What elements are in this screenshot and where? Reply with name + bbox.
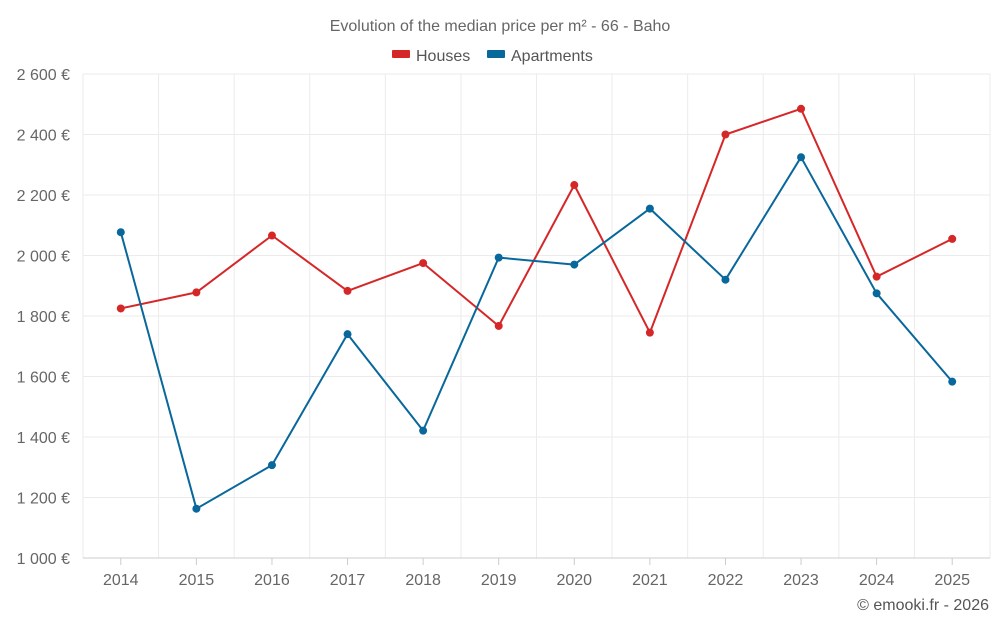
legend-label-apartments[interactable]: Apartments (511, 48, 593, 65)
x-axis: 2014 2015 2016 2017 2018 2019 2020 2021 2022 2023… (83, 557, 990, 589)
legend-swatch-houses (392, 50, 410, 58)
chart-title: Evolution of the median price per m² - 6… (330, 18, 671, 35)
data-point-houses (948, 234, 957, 243)
x-tick-label: 2019 (481, 572, 517, 589)
data-point-apartments (116, 228, 125, 237)
data-point-houses (494, 321, 503, 330)
series-line-apartments (119, 156, 953, 510)
y-tick-label: 1 000 € (17, 551, 70, 568)
x-tick-label: 2014 (103, 572, 139, 589)
y-tick-label: 1 200 € (17, 491, 70, 508)
data-point-houses (721, 130, 730, 139)
legend-swatch-apartments (487, 50, 505, 58)
data-point-apartments (721, 275, 730, 284)
data-point-apartments (645, 204, 654, 213)
x-tick-label: 2015 (179, 572, 215, 589)
y-tick-label: 2 000 € (17, 249, 70, 266)
data-point-apartments (797, 153, 806, 162)
credit-text: © emooki.fr - 2026 (857, 597, 989, 614)
x-tick-label: 2017 (330, 572, 366, 589)
y-tick-label: 2 600 € (17, 67, 70, 84)
data-point-houses (797, 104, 806, 113)
y-tick-label: 1 800 € (17, 309, 70, 326)
legend: Houses Apartments (392, 48, 593, 65)
data-point-apartments (570, 260, 579, 269)
data-point-apartments (948, 377, 957, 386)
data-point-houses (645, 328, 654, 337)
plot-area (116, 104, 957, 513)
data-point-houses (343, 286, 352, 295)
y-tick-label: 1 400 € (17, 430, 70, 447)
data-point-apartments (267, 461, 276, 470)
data-point-houses (872, 272, 881, 281)
x-tick-label: 2020 (556, 572, 592, 589)
y-tick-label: 1 600 € (17, 370, 70, 387)
y-tick-label: 2 400 € (17, 128, 70, 145)
data-point-apartments (343, 330, 352, 339)
data-point-apartments (192, 504, 201, 513)
x-tick-label: 2022 (708, 572, 744, 589)
x-tick-label: 2021 (632, 572, 668, 589)
x-tick-label: 2016 (254, 572, 290, 589)
data-point-houses (419, 259, 428, 268)
data-point-apartments (872, 289, 881, 298)
legend-label-houses[interactable]: Houses (416, 48, 470, 65)
data-point-houses (570, 181, 579, 190)
data-point-apartments (419, 426, 428, 435)
series-line-houses (120, 107, 953, 334)
x-tick-label: 2018 (405, 572, 441, 589)
grid (82, 73, 991, 558)
y-axis: 1 000 € 1 200 € 1 400 € 1 600 € 1 800 € 2 000… (17, 67, 70, 568)
data-point-houses (192, 288, 201, 297)
x-tick-label: 2024 (859, 572, 895, 589)
data-point-apartments (494, 253, 503, 262)
y-tick-label: 2 200 € (17, 188, 70, 205)
data-point-houses (116, 304, 125, 313)
x-tick-label: 2023 (783, 572, 819, 589)
x-tick-label: 2025 (934, 572, 970, 589)
data-point-houses (267, 231, 276, 240)
